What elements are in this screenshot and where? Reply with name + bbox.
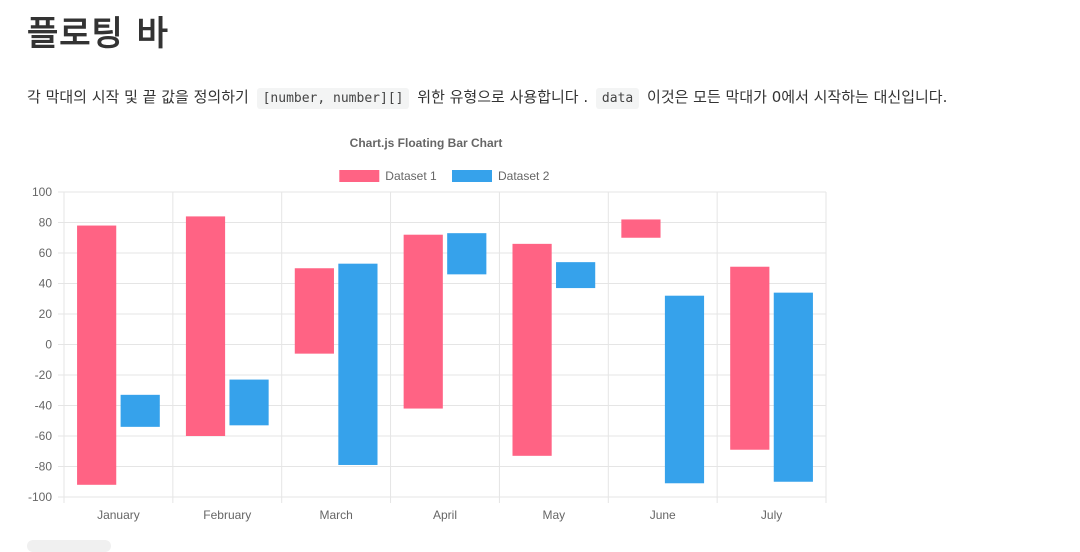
y-tick-label: 20	[39, 307, 53, 321]
description-text-2: 위한 유형으로 사용합니다 .	[417, 88, 589, 106]
bar-dataset-2-july[interactable]	[773, 292, 813, 482]
legend-label: Dataset 2	[498, 169, 550, 183]
y-tick-label: 60	[39, 246, 53, 260]
bar-dataset-2-february[interactable]	[229, 379, 269, 426]
bar-dataset-1-july[interactable]	[730, 266, 770, 450]
x-tick-label: June	[650, 508, 676, 522]
bar-dataset-2-april[interactable]	[447, 233, 487, 275]
y-tick-label: -40	[35, 399, 53, 413]
y-tick-label: 80	[39, 216, 53, 230]
description-text-3: 이것은 모든 막대가 0에서 시작하는 대신입니다.	[647, 88, 948, 106]
inline-code-number-array: [number, number][]	[256, 88, 410, 109]
y-tick-label: -20	[35, 368, 53, 382]
x-tick-label: March	[319, 508, 352, 522]
x-tick-label: April	[433, 508, 457, 522]
bar-dataset-2-may[interactable]	[556, 262, 596, 289]
x-tick-label: February	[203, 508, 251, 522]
page-description: 각 막대의 시작 및 끝 값을 정의하기 [number, number][] …	[27, 84, 947, 112]
legend-swatch	[452, 170, 492, 182]
description-text-1: 각 막대의 시작 및 끝 값을 정의하기	[27, 88, 249, 106]
y-tick-label: 40	[39, 277, 53, 291]
legend-item-dataset-2[interactable]: Dataset 2	[452, 169, 550, 183]
bar-dataset-1-february[interactable]	[185, 216, 226, 436]
bar-dataset-2-march[interactable]	[338, 263, 378, 465]
x-axis-tick-labels: January February March April May June July	[97, 508, 782, 522]
inline-code-data: data	[595, 88, 640, 109]
bar-dataset-2-june[interactable]	[664, 295, 705, 484]
y-tick-label: 0	[45, 338, 52, 352]
page-title: 플로팅 바	[27, 14, 169, 54]
y-axis-tick-labels: 100 80 60 40 20 0 -20 -40 -60 -80 -100	[28, 185, 52, 504]
chart-legend: Dataset 1 Dataset 2	[339, 169, 550, 183]
x-tick-label: July	[761, 508, 782, 522]
chart-title: Chart.js Floating Bar Chart	[350, 136, 503, 150]
bar-dataset-1-may[interactable]	[512, 243, 552, 456]
bar-dataset-2-january[interactable]	[120, 394, 160, 427]
y-tick-label: 100	[32, 185, 52, 199]
next-page-button[interactable]	[27, 540, 111, 552]
y-tick-label: -80	[35, 460, 53, 474]
y-tick-label: -100	[28, 490, 52, 504]
legend-item-dataset-1[interactable]: Dataset 1	[339, 169, 437, 183]
legend-label: Dataset 1	[385, 169, 437, 183]
x-tick-label: May	[543, 508, 566, 522]
bar-dataset-1-january[interactable]	[77, 225, 117, 485]
chart-bars	[77, 216, 813, 485]
bar-dataset-1-june[interactable]	[621, 219, 661, 238]
bar-dataset-1-april[interactable]	[403, 234, 443, 409]
legend-swatch	[339, 170, 380, 182]
bar-dataset-1-march[interactable]	[294, 268, 334, 354]
x-tick-label: January	[97, 508, 140, 522]
y-tick-label: -60	[35, 429, 53, 443]
